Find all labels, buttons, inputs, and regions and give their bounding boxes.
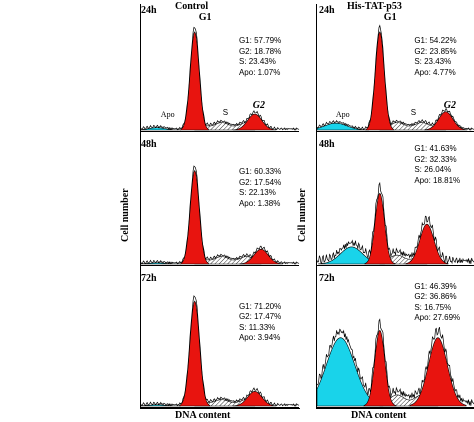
- time-label: 24h: [319, 5, 335, 16]
- raw-histogram-line: [316, 318, 474, 406]
- stat-line: Apo: 1.07%: [238, 67, 281, 77]
- left-y-axis: [140, 4, 141, 408]
- stat-line: G1: 71.20%: [238, 301, 282, 311]
- left-y-axis-label: Cell number: [120, 188, 131, 242]
- stat-line: G2: 18.78%: [238, 46, 282, 56]
- g1-peak: [179, 300, 211, 407]
- right-x-axis-label: DNA content: [351, 410, 407, 421]
- g1-peak: [179, 31, 210, 131]
- stat-line: Apo: 3.94%: [238, 333, 281, 343]
- apo-peak: [316, 122, 370, 131]
- histogram-panel: 48h G1: 41.63% G2: 32.33% S: 26.04% Apo: 18.…: [316, 138, 474, 266]
- apo-label: Apo: [335, 110, 350, 119]
- cell-cycle-stats: G1: 71.20% G2: 17.47% S: 11.33% Apo: 3.94%: [239, 302, 281, 344]
- g2-peak: [405, 223, 449, 265]
- stat-line: G2: 23.85%: [414, 46, 457, 56]
- g1-peak: [363, 329, 397, 407]
- apo-label: Apo: [160, 110, 175, 119]
- raw-histogram-line: [140, 26, 300, 131]
- g1-peak: [365, 31, 395, 131]
- stat-line: S: 11.33%: [238, 322, 276, 332]
- cell-cycle-stats: G1: 46.39% G2: 36.86% S: 16.75% Apo: 27.69%: [414, 282, 460, 324]
- stat-line: G1: 60.33%: [238, 167, 282, 177]
- cell-cycle-stats: G1: 54.22% G2: 23.85% S: 23.43% Apo: 4.77%: [414, 36, 456, 78]
- stat-line: Apo: 27.69%: [414, 313, 461, 323]
- group-label: His-TAT-p53: [347, 1, 402, 12]
- cell-cycle-stats: G1: 41.63% G2: 32.33% S: 26.04% Apo: 18.81%: [414, 144, 460, 186]
- histogram-svg: [316, 318, 474, 408]
- stat-line: G1: 46.39%: [414, 281, 457, 291]
- left-x-axis: [140, 408, 300, 409]
- s-label: S: [222, 108, 229, 117]
- stat-line: S: 26.04%: [414, 165, 452, 175]
- stat-line: Apo: 1.38%: [238, 198, 281, 208]
- apo-peak: [140, 404, 181, 407]
- stat-line: Apo: 18.81%: [414, 175, 461, 185]
- histogram-svg: [140, 295, 300, 408]
- histogram-svg: [140, 26, 300, 132]
- cell-cycle-stats: G1: 57.79% G2: 18.78% S: 23.43% Apo: 1.07%: [239, 36, 281, 78]
- g2-peak: [239, 248, 283, 265]
- time-label: 48h: [141, 139, 157, 150]
- left-x-axis-label: DNA content: [175, 410, 231, 421]
- stat-line: G1: 54.22%: [414, 36, 457, 45]
- raw-histogram-line: [316, 24, 474, 131]
- stat-line: G2: 36.86%: [414, 292, 457, 302]
- raw-histogram-line: [140, 295, 300, 407]
- stat-line: G2: 17.54%: [238, 177, 282, 187]
- histogram-svg: [140, 165, 300, 266]
- cell-cycle-stats: G1: 60.33% G2: 17.54% S: 22.13% Apo: 1.38%: [239, 167, 281, 209]
- raw-histogram-line: [316, 181, 474, 265]
- histogram-panel: 24h His-TAT-p53 G1 G2 S Apo G1: 54.22% G2: 23.8…: [316, 1, 474, 132]
- histogram-svg: [316, 24, 474, 132]
- time-label: 48h: [319, 139, 335, 150]
- right-y-axis: [316, 4, 317, 408]
- g2-label: G2: [443, 100, 456, 111]
- g1-label: G1: [198, 12, 212, 23]
- right-x-axis: [316, 408, 474, 409]
- stat-line: S: 23.43%: [414, 57, 452, 66]
- stat-line: G1: 41.63%: [414, 144, 457, 154]
- histogram-panel: 24h Control G1 G2 S Apo G1: 57.79% G2: 18.78% S:…: [140, 1, 300, 132]
- s-label: S: [410, 108, 417, 117]
- apo-peak: [140, 262, 181, 265]
- g1-label: G1: [383, 12, 397, 23]
- stat-line: Apo: 4.77%: [414, 67, 456, 77]
- histogram-panel: 72h G1: 46.39% G2: 36.86% S: 16.75% Apo: 27.…: [316, 272, 474, 408]
- stat-line: S: 22.13%: [238, 188, 276, 198]
- g2-label: G2: [252, 100, 265, 111]
- time-label: 72h: [141, 273, 157, 284]
- histogram-panel: 48h G1: 60.33% G2: 17.54% S: 22.13% Apo: 1.3…: [140, 138, 300, 266]
- histogram-svg: [316, 181, 474, 266]
- g2-peak: [233, 391, 277, 407]
- time-label: 24h: [141, 5, 157, 16]
- group-label: Control: [175, 1, 209, 12]
- stat-line: G1: 57.79%: [238, 36, 282, 45]
- g2-peak: [233, 113, 277, 131]
- time-label: 72h: [319, 273, 335, 284]
- stat-line: S: 16.75%: [414, 302, 452, 312]
- raw-histogram-line: [140, 165, 300, 265]
- g2-peak: [424, 111, 468, 131]
- histogram-panel: 72h G1: 71.20% G2: 17.47% S: 11.33% Apo: 3.9…: [140, 272, 300, 408]
- g1-peak: [364, 192, 396, 265]
- g2-peak: [409, 337, 467, 407]
- apo-peak: [140, 127, 181, 131]
- stat-line: G2: 17.47%: [238, 312, 282, 322]
- g1-peak: [179, 169, 210, 265]
- stat-line: S: 23.43%: [238, 57, 276, 66]
- stat-line: G2: 32.33%: [414, 154, 457, 164]
